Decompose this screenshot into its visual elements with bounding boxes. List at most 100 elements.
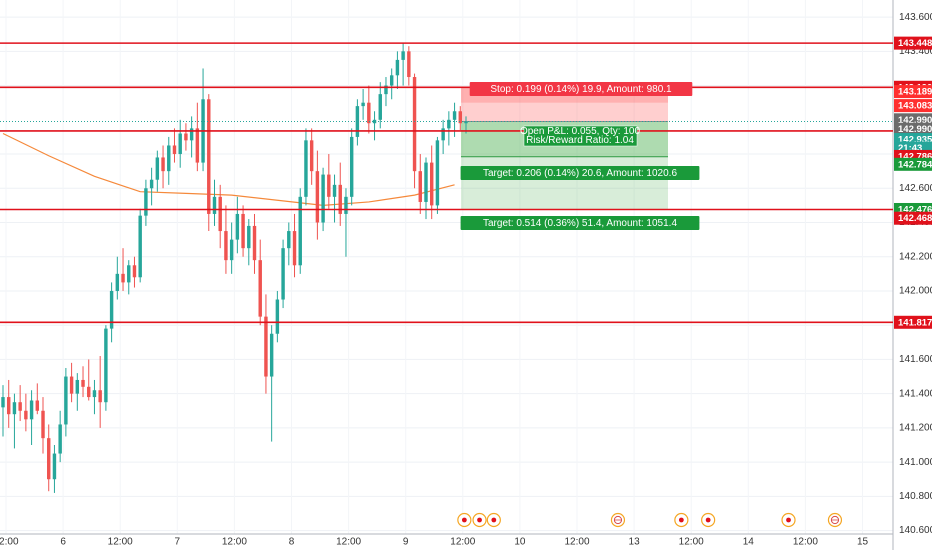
- event-dot-icon: [678, 517, 684, 523]
- candle[interactable]: [81, 379, 85, 387]
- candle[interactable]: [115, 273, 120, 291]
- candle[interactable]: [389, 75, 394, 86]
- target2-zone[interactable]: [461, 156, 668, 210]
- candle[interactable]: [429, 162, 434, 206]
- candle[interactable]: [92, 390, 97, 398]
- price-badge-label: 141.817: [898, 317, 932, 328]
- target2-label-box: [460, 216, 700, 230]
- candle[interactable]: [109, 290, 114, 329]
- candle[interactable]: [29, 400, 34, 420]
- candle[interactable]: [275, 299, 280, 334]
- candle[interactable]: [418, 171, 422, 202]
- candle[interactable]: [149, 179, 154, 189]
- candle[interactable]: [332, 184, 337, 197]
- candle[interactable]: [75, 379, 80, 394]
- candle[interactable]: [378, 94, 382, 120]
- candle[interactable]: [104, 328, 108, 403]
- candle[interactable]: [315, 171, 320, 223]
- candle[interactable]: [121, 273, 125, 283]
- candle[interactable]: [384, 85, 388, 95]
- candle[interactable]: [372, 119, 377, 124]
- x-tick-label: 12:00: [679, 537, 704, 548]
- candle[interactable]: [229, 239, 234, 261]
- x-tick-label: 13: [629, 537, 641, 548]
- candle[interactable]: [464, 121, 468, 124]
- x-tick-label: 14: [743, 537, 755, 548]
- candle[interactable]: [452, 111, 457, 120]
- candle[interactable]: [87, 386, 91, 398]
- target1-label-box: [460, 166, 700, 180]
- candle[interactable]: [24, 410, 28, 420]
- candle[interactable]: [35, 400, 40, 411]
- candle[interactable]: [424, 162, 428, 202]
- price-badge[interactable]: [894, 85, 932, 99]
- candle[interactable]: [167, 145, 171, 172]
- candle[interactable]: [395, 59, 400, 76]
- candle[interactable]: [47, 438, 51, 480]
- candle[interactable]: [281, 248, 285, 300]
- candle[interactable]: [155, 157, 160, 180]
- candle[interactable]: [12, 402, 17, 415]
- candle[interactable]: [367, 102, 371, 124]
- candle[interactable]: [41, 410, 45, 439]
- candle[interactable]: [298, 196, 302, 266]
- price-badge[interactable]: [894, 157, 932, 171]
- candle[interactable]: [161, 157, 165, 172]
- candle[interactable]: [361, 102, 365, 107]
- candle[interactable]: [224, 231, 228, 261]
- candle[interactable]: [172, 145, 177, 155]
- candle[interactable]: [138, 215, 142, 278]
- price-badge[interactable]: [894, 211, 932, 225]
- candle[interactable]: [7, 397, 11, 415]
- candle[interactable]: [58, 424, 62, 454]
- candle[interactable]: [98, 390, 102, 403]
- price-badge[interactable]: [894, 315, 932, 329]
- candle[interactable]: [287, 231, 291, 249]
- candle[interactable]: [258, 260, 262, 317]
- target1-label: Target: 0.206 (0.14%) 20.6, Amount: 1020…: [483, 168, 677, 179]
- candle[interactable]: [447, 119, 451, 129]
- candle[interactable]: [309, 140, 314, 172]
- candle[interactable]: [435, 140, 440, 206]
- candle[interactable]: [235, 213, 240, 240]
- candle[interactable]: [241, 213, 245, 249]
- candle[interactable]: [344, 196, 348, 214]
- candle[interactable]: [292, 231, 297, 266]
- candle[interactable]: [132, 265, 137, 278]
- price-badge[interactable]: [894, 36, 932, 50]
- candle[interactable]: [349, 136, 354, 197]
- candle[interactable]: [207, 99, 211, 214]
- candle[interactable]: [178, 133, 182, 155]
- candle[interactable]: [189, 128, 194, 141]
- candle[interactable]: [247, 225, 251, 249]
- candle[interactable]: [412, 77, 417, 172]
- candle[interactable]: [407, 51, 411, 78]
- candle[interactable]: [264, 316, 268, 377]
- candle[interactable]: [1, 397, 5, 408]
- candle[interactable]: [195, 128, 200, 163]
- candle[interactable]: [304, 140, 308, 197]
- candle[interactable]: [321, 174, 325, 223]
- candle[interactable]: [69, 376, 74, 394]
- candle[interactable]: [127, 265, 131, 283]
- candle[interactable]: [218, 196, 222, 232]
- x-tick-label: 9: [403, 537, 409, 548]
- price-badge[interactable]: [894, 122, 932, 136]
- candle[interactable]: [252, 225, 257, 261]
- candle[interactable]: [338, 184, 342, 214]
- candle[interactable]: [184, 133, 188, 141]
- candle[interactable]: [458, 111, 462, 124]
- candle[interactable]: [441, 128, 445, 141]
- price-badge[interactable]: [894, 99, 932, 113]
- candle[interactable]: [269, 333, 274, 377]
- candle[interactable]: [52, 453, 57, 480]
- candle[interactable]: [18, 402, 22, 411]
- candle[interactable]: [401, 51, 405, 60]
- x-tick-label: 12:00: [336, 537, 361, 548]
- candle[interactable]: [212, 196, 217, 214]
- candle[interactable]: [144, 188, 148, 216]
- candle[interactable]: [64, 376, 68, 425]
- pnl-box: [523, 125, 638, 147]
- candle[interactable]: [327, 174, 331, 197]
